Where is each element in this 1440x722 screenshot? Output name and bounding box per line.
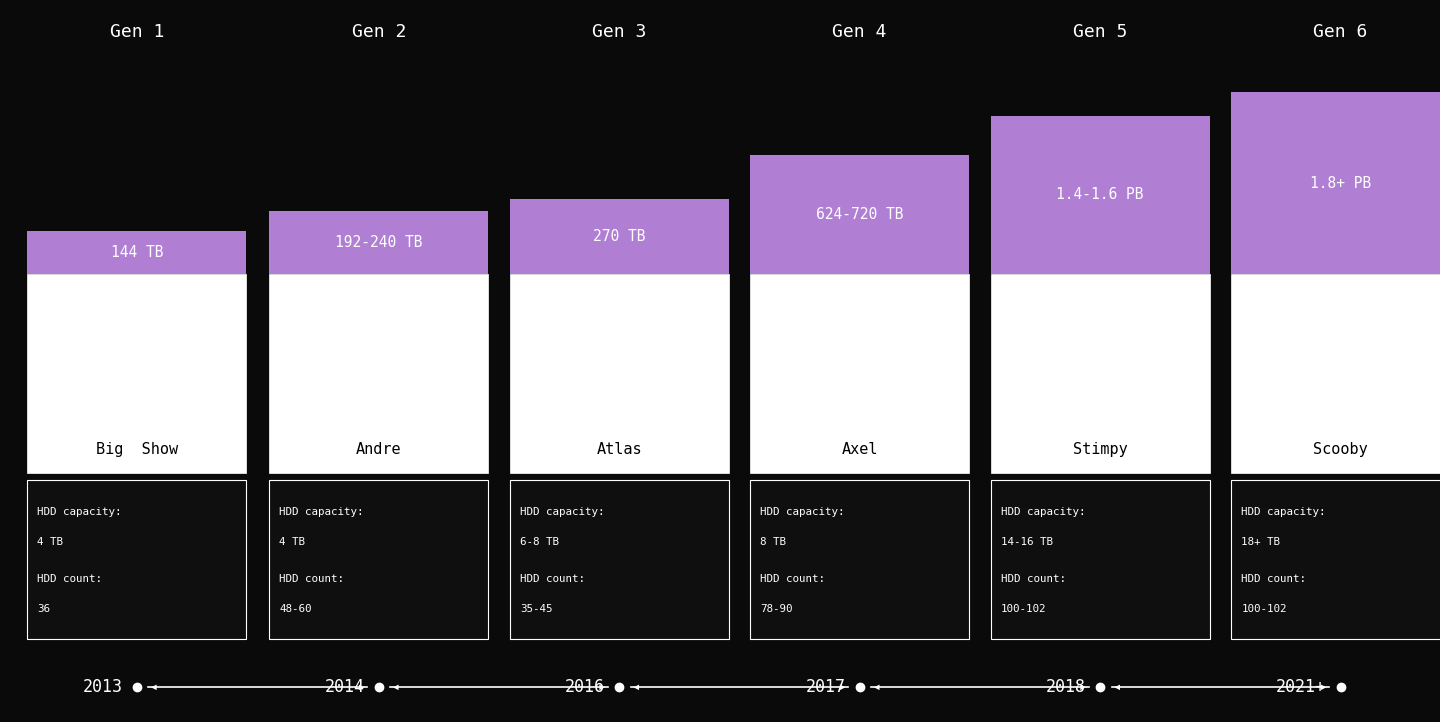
Text: 1.8+ PB: 1.8+ PB [1310, 175, 1371, 191]
Text: Gen 6: Gen 6 [1313, 24, 1368, 41]
Bar [991, 480, 1210, 639]
Text: Gen 3: Gen 3 [592, 24, 647, 41]
Text: 78-90: 78-90 [760, 604, 793, 614]
Bar [27, 480, 246, 639]
Text: 2018: 2018 [1045, 679, 1086, 696]
Text: 36: 36 [37, 604, 50, 614]
Text: 48-60: 48-60 [279, 604, 312, 614]
Bar [991, 274, 1210, 473]
Text: Andre: Andre [356, 443, 402, 457]
Text: 2013: 2013 [82, 679, 122, 696]
Text: 18+ TB: 18+ TB [1241, 537, 1280, 547]
Text: HDD capacity:: HDD capacity: [520, 507, 605, 517]
Text: Gen 1: Gen 1 [109, 24, 164, 41]
Text: 270 TB: 270 TB [593, 229, 645, 244]
Text: 8 TB: 8 TB [760, 537, 786, 547]
Text: 4 TB: 4 TB [279, 537, 305, 547]
Bar [750, 274, 969, 473]
Text: Big  Show: Big Show [95, 443, 179, 457]
Text: HDD capacity:: HDD capacity: [760, 507, 845, 517]
Text: 35-45: 35-45 [520, 604, 553, 614]
Bar [27, 274, 246, 473]
Text: 1.4-1.6 PB: 1.4-1.6 PB [1057, 188, 1143, 202]
Bar [750, 480, 969, 639]
Bar [27, 231, 246, 274]
Text: 100-102: 100-102 [1241, 604, 1287, 614]
Bar [269, 274, 488, 473]
Text: 144 TB: 144 TB [111, 245, 163, 260]
Bar [991, 116, 1210, 274]
Bar [269, 480, 488, 639]
Text: 100-102: 100-102 [1001, 604, 1047, 614]
Text: 2014: 2014 [324, 679, 364, 696]
Text: 2021+: 2021+ [1276, 679, 1326, 696]
Bar [510, 199, 729, 274]
Text: HDD count:: HDD count: [279, 573, 344, 583]
Bar [269, 211, 488, 274]
Text: 2016: 2016 [564, 679, 605, 696]
Text: HDD count:: HDD count: [1241, 573, 1306, 583]
Text: 6-8 TB: 6-8 TB [520, 537, 559, 547]
Text: Gen 4: Gen 4 [832, 24, 887, 41]
Text: HDD count:: HDD count: [760, 573, 825, 583]
Text: HDD count:: HDD count: [1001, 573, 1066, 583]
Text: Gen 5: Gen 5 [1073, 24, 1128, 41]
Text: 14-16 TB: 14-16 TB [1001, 537, 1053, 547]
Bar [750, 155, 969, 274]
Text: HDD capacity:: HDD capacity: [1001, 507, 1086, 517]
Bar [510, 274, 729, 473]
Bar [1231, 480, 1440, 639]
Text: HDD count:: HDD count: [520, 573, 585, 583]
Text: HDD capacity:: HDD capacity: [1241, 507, 1326, 517]
Text: 4 TB: 4 TB [37, 537, 63, 547]
Bar [1231, 274, 1440, 473]
Text: 624-720 TB: 624-720 TB [816, 207, 903, 222]
Text: 2017: 2017 [805, 679, 845, 696]
Text: Gen 2: Gen 2 [351, 24, 406, 41]
Text: 192-240 TB: 192-240 TB [336, 235, 422, 250]
Text: HDD capacity:: HDD capacity: [279, 507, 364, 517]
Bar [510, 480, 729, 639]
Text: Atlas: Atlas [596, 443, 642, 457]
Text: HDD capacity:: HDD capacity: [37, 507, 122, 517]
Text: HDD count:: HDD count: [37, 573, 102, 583]
Text: Axel: Axel [841, 443, 878, 457]
Text: Stimpy: Stimpy [1073, 443, 1128, 457]
Text: Scooby: Scooby [1313, 443, 1368, 457]
Bar [1231, 92, 1440, 274]
